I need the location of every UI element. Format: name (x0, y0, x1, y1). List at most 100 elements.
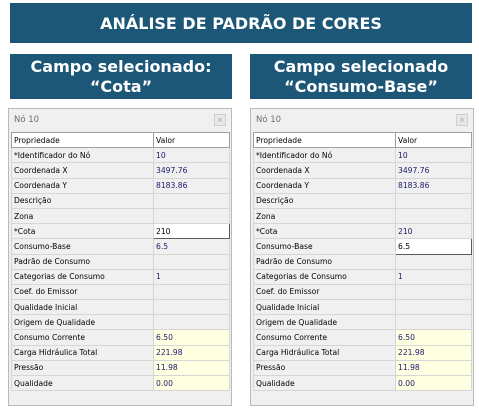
property-value[interactable]: 11.98 (395, 359, 472, 377)
property-value[interactable] (153, 207, 230, 225)
property-row[interactable]: Qualidade Inicial (11, 299, 230, 316)
property-row[interactable]: Coordenada X 3497.76 (253, 162, 472, 179)
property-name: Origem de Qualidade (253, 314, 396, 331)
property-row[interactable]: Consumo-Base 6.5 (11, 238, 230, 255)
property-value[interactable]: 1 (395, 268, 472, 285)
close-icon[interactable]: × (456, 114, 468, 126)
property-name: Coordenada Y (253, 177, 396, 194)
property-value[interactable] (395, 192, 472, 209)
property-value[interactable]: 6.50 (395, 329, 472, 346)
property-name: Origem de Qualidade (11, 314, 154, 331)
property-name: Consumo Corrente (253, 329, 396, 346)
property-value[interactable] (153, 283, 230, 301)
property-row[interactable]: Qualidade 0.00 (11, 374, 230, 392)
property-row[interactable]: Zona (11, 207, 230, 225)
property-value[interactable] (153, 314, 230, 331)
property-grid: Propriedade Valor *Identificador do Nó 10 Co… (11, 131, 230, 392)
property-row[interactable]: Qualidade 0.00 (253, 374, 472, 392)
property-row[interactable]: Descrição (253, 192, 472, 209)
property-row[interactable]: Descrição (11, 192, 230, 209)
property-name: *Cota (11, 223, 154, 240)
heading-line-2: “Cota” (89, 76, 153, 96)
property-name: Consumo-Base (253, 238, 396, 255)
value-edit-field[interactable]: 6.5 (395, 238, 472, 255)
property-row[interactable]: Origem de Qualidade (253, 314, 472, 331)
property-row[interactable]: Consumo Corrente 6.50 (253, 329, 472, 346)
property-name: Qualidade Inicial (253, 299, 396, 316)
property-value[interactable] (395, 207, 472, 225)
property-value[interactable]: 10 (153, 147, 230, 164)
property-value[interactable]: 0.00 (153, 374, 230, 392)
property-row[interactable]: *Cota 210 (253, 223, 472, 240)
right-panel-heading: Campo selecionado “Consumo-Base” (250, 54, 472, 99)
property-name: Padrão de Consumo (253, 253, 396, 270)
property-row[interactable]: *Cota 210 (11, 223, 230, 240)
banner-title: ANÁLISE DE PADRÃO DE CORES (100, 13, 382, 33)
property-row[interactable]: *Identificador do Nó 10 (253, 147, 472, 164)
property-value[interactable] (395, 253, 472, 270)
property-name: *Identificador do Nó (253, 147, 396, 164)
property-row[interactable]: Qualidade Inicial (253, 299, 472, 316)
property-value[interactable]: 221.98 (395, 344, 472, 361)
close-icon[interactable]: × (214, 114, 226, 126)
property-name: Coordenada X (11, 162, 154, 179)
property-name: Coordenada Y (11, 177, 154, 194)
grid-header-row: Propriedade Valor (11, 131, 230, 149)
heading-line-2: “Consumo-Base” (284, 76, 438, 96)
value-column-header: Valor (153, 131, 230, 149)
property-row[interactable]: Categorias de Consumo 1 (253, 268, 472, 285)
property-row[interactable]: *Identificador do Nó 10 (11, 147, 230, 164)
property-row[interactable]: Coordenada Y 8183.86 (253, 177, 472, 194)
property-row[interactable]: Coef. do Emissor (11, 283, 230, 301)
property-row[interactable]: Categorias de Consumo 1 (11, 268, 230, 285)
value-edit-field[interactable]: 210 (153, 223, 230, 240)
property-name: Coef. do Emissor (253, 283, 396, 301)
property-row[interactable]: Coordenada Y 8183.86 (11, 177, 230, 194)
property-value[interactable]: 8183.86 (153, 177, 230, 194)
page-banner: ANÁLISE DE PADRÃO DE CORES (10, 3, 472, 43)
property-row[interactable]: Pressão 11.98 (11, 359, 230, 377)
property-name: Consumo-Base (11, 238, 154, 255)
property-value[interactable]: 0.00 (395, 374, 472, 392)
property-name: Pressão (11, 359, 154, 377)
left-panel-heading: Campo selecionado: “Cota” (10, 54, 232, 99)
property-name: Consumo Corrente (11, 329, 154, 346)
property-name: Zona (253, 207, 396, 225)
property-name: Coef. do Emissor (11, 283, 154, 301)
heading-line-1: Campo selecionado: (30, 56, 212, 76)
property-row[interactable]: Coef. do Emissor (253, 283, 472, 301)
property-row[interactable]: Origem de Qualidade (11, 314, 230, 331)
property-value[interactable]: 1 (153, 268, 230, 285)
property-value[interactable]: 3497.76 (395, 162, 472, 179)
property-value[interactable] (395, 283, 472, 301)
property-value[interactable]: 3497.76 (153, 162, 230, 179)
property-value[interactable]: 11.98 (153, 359, 230, 377)
property-name: Categorias de Consumo (11, 268, 154, 285)
property-row[interactable]: Carga Hidráulica Total 221.98 (253, 344, 472, 361)
property-row[interactable]: Pressão 11.98 (253, 359, 472, 377)
property-row[interactable]: Padrão de Consumo (11, 253, 230, 270)
property-name: Descrição (11, 192, 154, 209)
property-row[interactable]: Consumo-Base 6.5 (253, 238, 472, 255)
property-value[interactable]: 10 (395, 147, 472, 164)
property-column-header: Propriedade (253, 131, 396, 149)
property-value[interactable] (153, 192, 230, 209)
property-row[interactable]: Padrão de Consumo (253, 253, 472, 270)
property-value[interactable] (395, 314, 472, 331)
node-properties-window-right: Nó 10 × Propriedade Valor *Identificador d… (250, 108, 474, 406)
property-row[interactable]: Coordenada X 3497.76 (11, 162, 230, 179)
property-row[interactable]: Zona (253, 207, 472, 225)
property-name: Carga Hidráulica Total (253, 344, 396, 361)
property-value[interactable]: 8183.86 (395, 177, 472, 194)
property-value[interactable]: 221.98 (153, 344, 230, 361)
property-value[interactable] (153, 253, 230, 270)
property-value[interactable]: 6.50 (153, 329, 230, 346)
property-name: Carga Hidráulica Total (11, 344, 154, 361)
property-row[interactable]: Consumo Corrente 6.50 (11, 329, 230, 346)
property-value[interactable]: 210 (395, 223, 472, 240)
property-value[interactable]: 6.5 (153, 238, 230, 255)
property-name: Qualidade (253, 374, 396, 392)
property-value[interactable] (153, 299, 230, 316)
property-row[interactable]: Carga Hidráulica Total 221.98 (11, 344, 230, 361)
property-value[interactable] (395, 299, 472, 316)
